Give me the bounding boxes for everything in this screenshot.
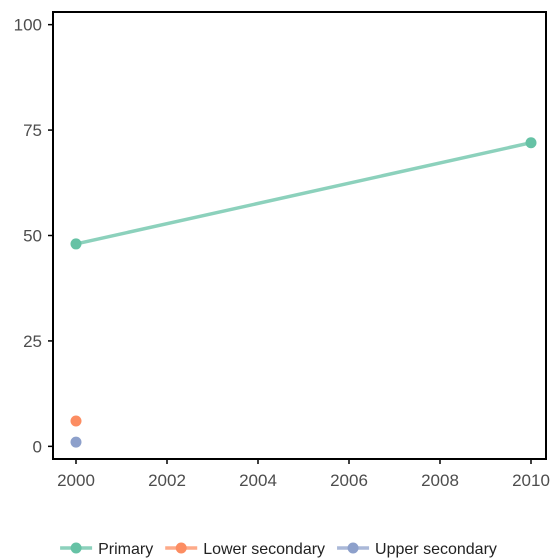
data-point-primary — [70, 238, 82, 250]
series-lower-secondary — [70, 415, 82, 427]
legend-label: Lower secondary — [203, 541, 325, 558]
legend-item: Primary — [60, 541, 153, 558]
x-tick-label: 2006 — [330, 471, 368, 490]
data-point-upper-secondary — [70, 436, 82, 448]
legend-item: Upper secondary — [337, 541, 497, 558]
data-point-lower-secondary — [70, 415, 82, 427]
x-tick-label: 2002 — [148, 471, 186, 490]
series-primary — [70, 137, 537, 250]
y-tick-label: 50 — [23, 227, 42, 246]
y-tick-label: 100 — [14, 16, 42, 35]
x-tick-label: 2010 — [512, 471, 550, 490]
legend-label: Upper secondary — [375, 541, 497, 558]
x-axis: 2000 2002 2004 2006 2008 2010 — [57, 459, 550, 490]
legend-key-dot — [175, 542, 187, 554]
y-tick-label: 0 — [33, 437, 42, 456]
y-tick-label: 75 — [23, 121, 42, 140]
legend: Primary Lower secondary Upper secondary — [60, 541, 497, 558]
legend-label: Primary — [98, 541, 153, 558]
x-tick-label: 2004 — [239, 471, 277, 490]
series-line-primary — [74, 140, 533, 246]
plot-panel — [52, 11, 547, 460]
legend-key-dot — [70, 542, 82, 554]
x-tick-label: 2000 — [57, 471, 95, 490]
y-tick-label: 25 — [23, 332, 42, 351]
data-point-primary — [525, 137, 537, 149]
legend-item: Lower secondary — [165, 541, 325, 558]
x-tick-label: 2008 — [421, 471, 459, 490]
legend-key-dot — [347, 542, 359, 554]
y-axis: 0 25 50 75 100 — [14, 16, 53, 456]
series-upper-secondary — [70, 436, 82, 448]
series-layer — [70, 137, 537, 448]
